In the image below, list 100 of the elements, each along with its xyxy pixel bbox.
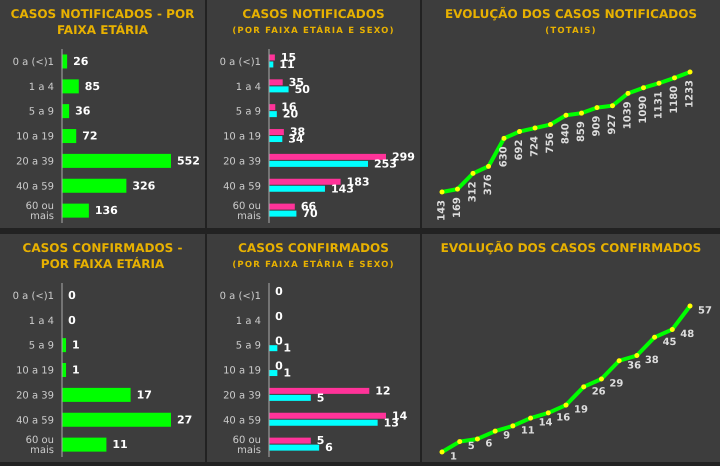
data-label: 11 xyxy=(112,438,128,452)
data-label: 0 xyxy=(275,360,284,373)
data-label: 0 xyxy=(275,284,284,298)
data-label: 859 xyxy=(576,121,587,142)
bar xyxy=(269,210,296,217)
y-tick-label: 40 a 59 xyxy=(223,181,261,192)
data-label: 1180 xyxy=(669,86,680,114)
chart-subtitle: (POR FAIXA ETÁRIA E SEXO) xyxy=(231,24,396,38)
bar xyxy=(62,204,89,218)
data-label: 6 xyxy=(325,441,334,454)
y-tick-label: 20 a 39 xyxy=(16,390,54,402)
y-tick-label: 5 a 9 xyxy=(28,106,54,118)
data-label: 552 xyxy=(177,154,200,168)
data-label: 27 xyxy=(177,413,192,426)
data-label: 72 xyxy=(82,130,98,143)
data-label: 9 xyxy=(503,430,510,442)
data-label: 17 xyxy=(136,388,152,402)
chart-title: EVOLUÇÃO DOS CASOS NOTIFICADOS xyxy=(444,6,698,22)
data-label: 45 xyxy=(662,336,677,348)
data-label: 0 xyxy=(68,288,76,302)
data-label: 36 xyxy=(75,104,91,118)
chart-title: CASOS CONFIRMADOS xyxy=(237,240,390,256)
bar xyxy=(269,345,278,352)
bar xyxy=(269,420,378,426)
y-tick-label: 40 a 59 xyxy=(16,415,54,426)
y-tick-label: 60 ou mais xyxy=(26,435,54,456)
chart-title: CASOS CONFIRMADOS - POR FAIXA ETÁRIA xyxy=(22,240,184,272)
bar xyxy=(269,79,283,86)
data-label: 376 xyxy=(483,174,494,196)
y-tick-label: 20 a 39 xyxy=(223,156,261,168)
data-label: 312 xyxy=(468,181,478,202)
data-label: 1131 xyxy=(654,91,664,120)
bar xyxy=(62,388,131,402)
data-label: 326 xyxy=(132,179,156,192)
bar xyxy=(269,154,386,160)
bar xyxy=(269,136,282,142)
y-tick-label: 60 ou mais xyxy=(26,201,54,222)
data-label: 0 xyxy=(68,314,76,327)
data-label: 1 xyxy=(72,364,80,377)
bar xyxy=(269,412,386,419)
bar xyxy=(62,438,106,452)
y-tick-label: 20 a 39 xyxy=(223,390,261,402)
bar xyxy=(269,370,278,376)
y-tick-label: 0 a (<)1 xyxy=(220,290,261,302)
bar xyxy=(269,160,368,167)
data-label: 840 xyxy=(560,123,572,144)
bar xyxy=(269,394,311,401)
bar xyxy=(62,154,171,168)
bar xyxy=(269,129,284,136)
data-label: 29 xyxy=(609,378,624,390)
data-label: 136 xyxy=(94,204,118,218)
bar xyxy=(269,186,325,192)
bar xyxy=(269,438,311,444)
data-label: 1 xyxy=(283,366,292,380)
y-tick-label: 1 a 4 xyxy=(28,316,54,327)
bar xyxy=(62,412,171,427)
data-label: 0 xyxy=(275,334,284,348)
data-label: 1 xyxy=(450,452,457,462)
y-tick-label: 5 a 9 xyxy=(28,340,54,352)
data-label: 0 xyxy=(275,310,284,323)
data-label: 26 xyxy=(592,386,606,398)
data-label: 1090 xyxy=(638,96,649,124)
data-label: 16 xyxy=(556,412,570,424)
bar xyxy=(269,54,275,60)
chart-subtitle: (POR FAIXA ETÁRIA E SEXO) xyxy=(231,258,396,272)
data-label: 6 xyxy=(485,438,492,450)
data-label: 692 xyxy=(514,140,525,160)
chart-title: CASOS NOTIFICADOS - POR FAIXA ETÁRIA xyxy=(10,6,195,38)
data-label: 724 xyxy=(530,136,540,157)
y-tick-label: 10 a 19 xyxy=(223,366,261,377)
bar xyxy=(269,111,277,118)
data-label: 57 xyxy=(698,306,712,316)
bar xyxy=(62,79,79,94)
chart-subtitle: (TOTAIS) xyxy=(544,25,598,38)
data-label: 1 xyxy=(72,338,80,352)
y-tick-label: 5 a 9 xyxy=(236,106,261,118)
bar xyxy=(269,204,295,210)
data-label: 11 xyxy=(520,425,535,436)
data-label: 756 xyxy=(545,132,556,154)
data-label: 630 xyxy=(498,146,510,168)
data-label: 12 xyxy=(375,384,391,398)
bar xyxy=(62,104,70,118)
data-label: 909 xyxy=(592,116,602,137)
y-tick-label: 10 a 19 xyxy=(16,366,54,377)
data-label: 38 xyxy=(644,355,659,366)
data-label: 36 xyxy=(627,360,642,372)
data-label: 1039 xyxy=(622,101,634,130)
y-tick-label: 10 a 19 xyxy=(223,132,261,143)
bar xyxy=(62,178,126,193)
y-tick-label: 0 a (<)1 xyxy=(220,56,261,68)
y-tick-label: 10 a 19 xyxy=(16,132,54,143)
y-tick-label: 40 a 59 xyxy=(16,181,54,192)
data-label: 143 xyxy=(436,200,448,221)
bar xyxy=(269,61,274,68)
data-label: 5 xyxy=(316,434,324,448)
y-tick-label: 20 a 39 xyxy=(16,156,54,168)
bar xyxy=(269,444,320,451)
y-tick-label: 0 a (<)1 xyxy=(12,56,54,68)
data-label: 1233 xyxy=(684,80,696,108)
y-tick-label: 1 a 4 xyxy=(28,82,54,93)
